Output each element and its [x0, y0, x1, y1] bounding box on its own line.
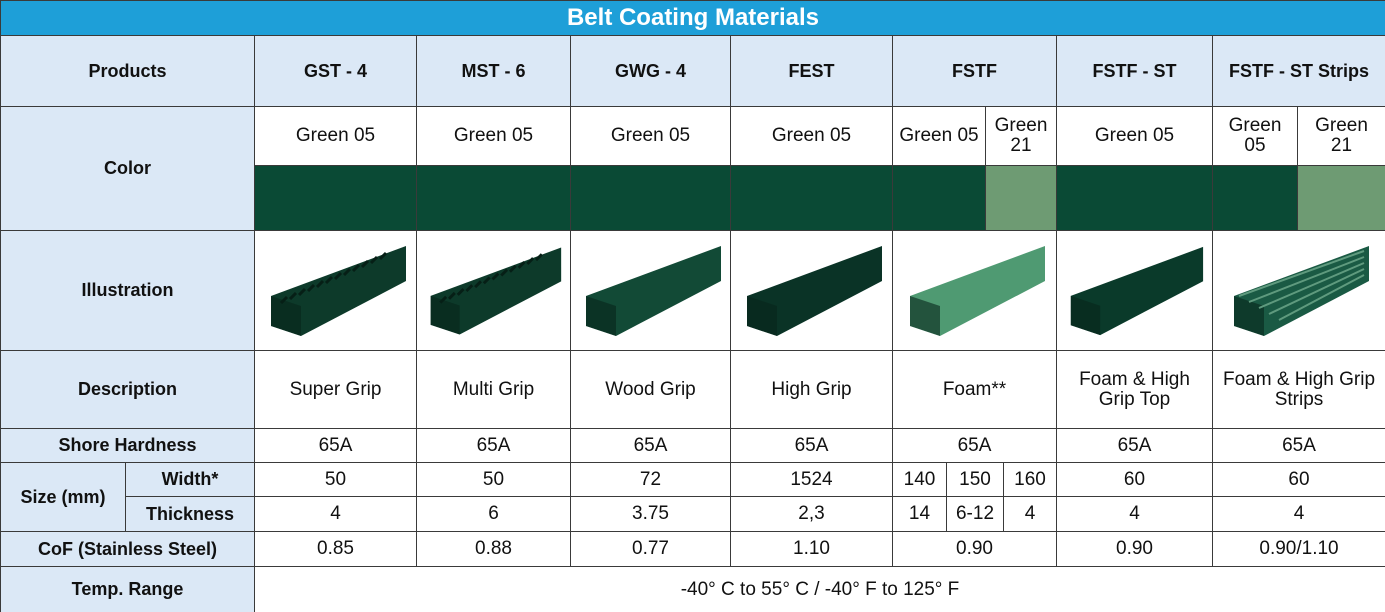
color-name: Green 05 — [1057, 107, 1213, 166]
width: 160 — [1004, 463, 1057, 497]
belt-image — [746, 245, 882, 336]
description: Foam & High Grip Top — [1057, 351, 1213, 429]
color-swatch — [986, 166, 1057, 231]
color-name: Green 05 — [417, 107, 571, 166]
cof: 0.90 — [1057, 532, 1213, 567]
row-label: Color — [1, 107, 255, 231]
illustration — [417, 231, 571, 351]
color-swatch — [417, 166, 571, 231]
width: 1524 — [731, 463, 893, 497]
color-name: Green 05 — [1213, 107, 1298, 166]
product-header: GST - 4 — [255, 36, 417, 107]
row-label: Shore Hardness — [1, 429, 255, 463]
product-header: FEST — [731, 36, 893, 107]
width: 60 — [1213, 463, 1385, 497]
shore-hardness: 65A — [1057, 429, 1213, 463]
color-swatch — [1213, 166, 1298, 231]
belt-image — [270, 245, 406, 336]
shore-hardness: 65A — [255, 429, 417, 463]
shore-hardness: 65A — [571, 429, 731, 463]
illustration — [1057, 231, 1213, 351]
thickness: 2,3 — [731, 497, 893, 532]
illustration — [255, 231, 417, 351]
shore-hardness: 65A — [417, 429, 571, 463]
belt-image — [585, 245, 721, 336]
row-label: Description — [1, 351, 255, 429]
thickness: 14 — [893, 497, 947, 532]
color-name: Green 21 — [1298, 107, 1385, 166]
cof: 0.88 — [417, 532, 571, 567]
width: 72 — [571, 463, 731, 497]
color-swatch — [1298, 166, 1385, 231]
belt-image — [430, 247, 562, 334]
shore-hardness: 65A — [731, 429, 893, 463]
width: 50 — [417, 463, 571, 497]
row-label: Size (mm) — [1, 463, 126, 532]
description: Wood Grip — [571, 351, 731, 429]
thickness: 4 — [1213, 497, 1385, 532]
thickness: 6-12 — [947, 497, 1004, 532]
cof: 0.90/1.10 — [1213, 532, 1385, 567]
row-label: Products — [1, 36, 255, 107]
description: Foam** — [893, 351, 1057, 429]
color-name: Green 05 — [571, 107, 731, 166]
illustration — [1213, 231, 1385, 351]
title: Belt Coating Materials — [1, 1, 1385, 36]
product-header: FSTF - ST Strips — [1213, 36, 1385, 107]
row-label: Illustration — [1, 231, 255, 351]
width: 140 — [893, 463, 947, 497]
color-swatch — [255, 166, 417, 231]
product-header: MST - 6 — [417, 36, 571, 107]
width: 60 — [1057, 463, 1213, 497]
illustration — [731, 231, 893, 351]
description: Multi Grip — [417, 351, 571, 429]
color-name: Green 05 — [255, 107, 417, 166]
thickness: 4 — [1004, 497, 1057, 532]
row-label: Thickness — [126, 497, 255, 532]
color-name: Green 21 — [986, 107, 1057, 166]
shore-hardness: 65A — [1213, 429, 1385, 463]
shore-hardness: 65A — [893, 429, 1057, 463]
width: 150 — [947, 463, 1004, 497]
thickness: 4 — [255, 497, 417, 532]
cof: 1.10 — [731, 532, 893, 567]
color-name: Green 05 — [893, 107, 986, 166]
color-name: Green 05 — [731, 107, 893, 166]
belt-image — [1234, 245, 1369, 336]
row-label: Width* — [126, 463, 255, 497]
row-label: Temp. Range — [1, 567, 255, 612]
color-swatch — [571, 166, 731, 231]
temp-range: -40° C to 55° C / -40° F to 125° F — [255, 567, 1385, 612]
color-swatch — [1057, 166, 1213, 231]
belt-image — [909, 245, 1045, 336]
color-swatch — [893, 166, 986, 231]
thickness: 4 — [1057, 497, 1213, 532]
illustration — [893, 231, 1057, 351]
product-header: FSTF — [893, 36, 1057, 107]
color-swatch — [731, 166, 893, 231]
description: Super Grip — [255, 351, 417, 429]
width: 50 — [255, 463, 417, 497]
description: High Grip — [731, 351, 893, 429]
product-header: GWG - 4 — [571, 36, 731, 107]
row-label: CoF (Stainless Steel) — [1, 532, 255, 567]
belt-image — [1070, 246, 1204, 335]
cof: 0.85 — [255, 532, 417, 567]
description: Foam & High Grip Strips — [1213, 351, 1385, 429]
illustration — [571, 231, 731, 351]
cof: 0.90 — [893, 532, 1057, 567]
product-header: FSTF - ST — [1057, 36, 1213, 107]
thickness: 3.75 — [571, 497, 731, 532]
cof: 0.77 — [571, 532, 731, 567]
thickness: 6 — [417, 497, 571, 532]
